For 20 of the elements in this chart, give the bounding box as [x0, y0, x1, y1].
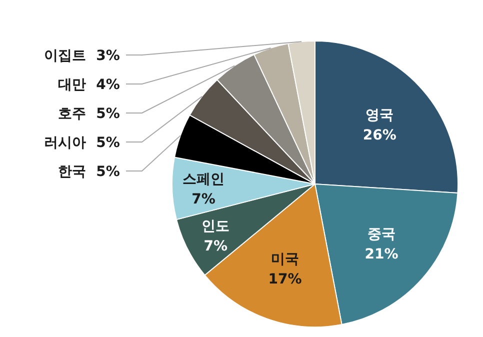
slice-label: 영국 — [366, 107, 394, 124]
slice-label: 러시아 — [44, 135, 86, 151]
data-label: 7% — [192, 192, 216, 208]
data-label: 3% — [96, 48, 120, 64]
data-label: 5% — [96, 164, 120, 180]
slice-label: 미국 — [270, 251, 299, 268]
data-label: 5% — [96, 135, 120, 151]
data-label: 4% — [96, 77, 120, 93]
slice-label: 한국 — [58, 164, 86, 180]
data-label: 5% — [96, 106, 120, 122]
slice-label: 스페인 — [182, 172, 225, 188]
slice-label: 이집트 — [44, 48, 86, 64]
data-label: 26% — [362, 127, 396, 144]
slice-label: 인도 — [202, 218, 230, 235]
data-label: 7% — [204, 238, 228, 255]
slice-label: 대만 — [58, 77, 86, 93]
data-label: 17% — [268, 271, 302, 288]
data-label: 21% — [364, 246, 398, 263]
slice-label: 중국 — [368, 226, 396, 243]
slice-label: 호주 — [58, 106, 86, 122]
